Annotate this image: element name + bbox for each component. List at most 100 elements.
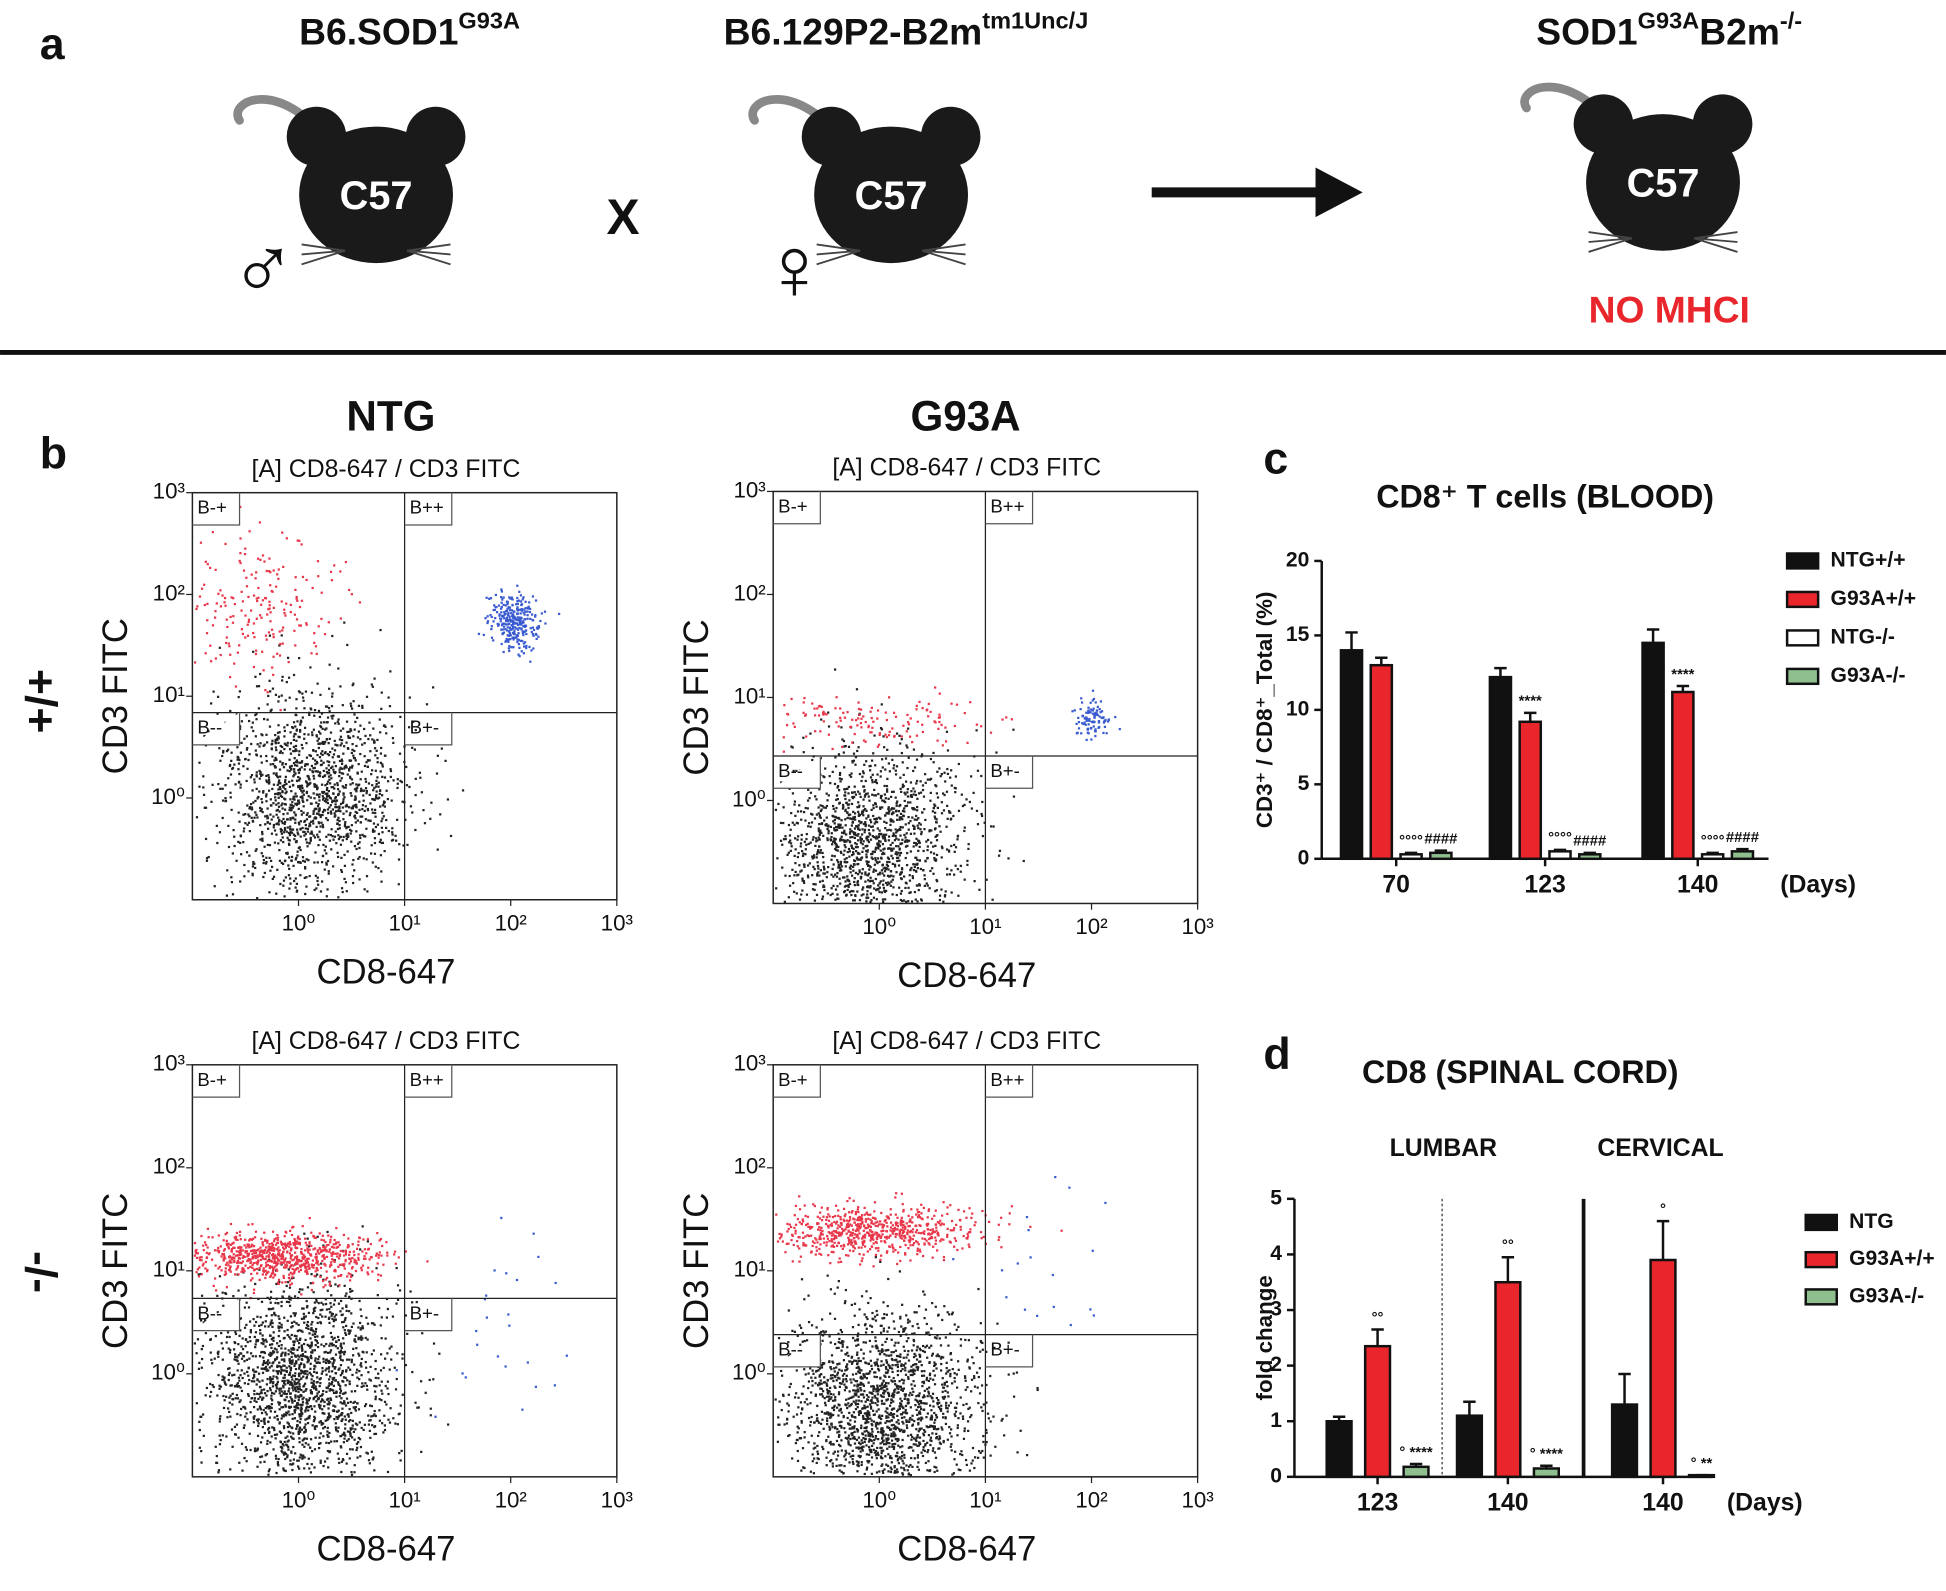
event-dot (812, 866, 814, 868)
event-dot (275, 1390, 277, 1392)
event-dot (462, 789, 464, 791)
event-dot (294, 644, 296, 646)
event-dot (869, 819, 871, 821)
event-dot (826, 799, 828, 801)
event-dot (281, 1352, 283, 1354)
event-dot (267, 1474, 269, 1476)
event-dot (373, 1349, 375, 1351)
event-dot (871, 856, 873, 858)
event-dot (396, 819, 398, 821)
event-dot (310, 652, 312, 654)
event-dot (342, 1326, 344, 1328)
event-dot (916, 798, 918, 800)
event-dot (348, 737, 350, 739)
event-dot (343, 745, 345, 747)
event-dot (360, 778, 362, 780)
event-dot (295, 841, 297, 843)
event-dot (271, 833, 273, 835)
event-dot (294, 1417, 296, 1419)
event-dot (899, 819, 901, 821)
event-dot (867, 792, 869, 794)
event-dot (900, 877, 902, 879)
event-dot (238, 644, 240, 646)
event-dot (1090, 727, 1092, 729)
event-dot (269, 726, 271, 728)
event-dot (957, 868, 959, 870)
event-dot (282, 1443, 284, 1445)
event-dot (873, 794, 875, 796)
event-dot (816, 853, 818, 855)
event-dot (222, 817, 224, 819)
event-dot (316, 813, 318, 815)
event-dot (293, 798, 295, 800)
event-dot (868, 829, 870, 831)
event-dot (320, 721, 322, 723)
event-dot (239, 690, 241, 692)
event-dot (976, 810, 978, 812)
event-dot (501, 590, 503, 592)
event-dot (364, 755, 366, 757)
event-dot (278, 1370, 280, 1372)
event-dot (342, 1370, 344, 1372)
event-dot (307, 775, 309, 777)
event-dot (929, 870, 931, 872)
event-dot (899, 873, 901, 875)
event-dot (284, 827, 286, 829)
event-dot (806, 894, 808, 896)
event-dot (881, 799, 883, 801)
event-dot (395, 1302, 397, 1304)
event-dot (239, 562, 241, 564)
event-dot (943, 772, 945, 774)
event-dot (892, 875, 894, 877)
event-dot (908, 822, 910, 824)
event-dot (214, 885, 216, 887)
event-dot (227, 777, 229, 779)
event-dot (832, 805, 834, 807)
event-dot (347, 1402, 349, 1404)
event-dot (890, 818, 892, 820)
event-dot (224, 797, 226, 799)
event-dot (310, 796, 312, 798)
event-dot (275, 1385, 277, 1387)
event-dot (1080, 697, 1082, 699)
event-dot (387, 1393, 389, 1395)
event-dot (844, 840, 846, 842)
event-dot (837, 898, 839, 900)
event-dot (301, 766, 303, 768)
event-dot (315, 875, 317, 877)
event-dot (243, 1355, 245, 1357)
event-dot (384, 1401, 386, 1403)
event-dot (880, 770, 882, 772)
event-dot (887, 847, 889, 849)
event-dot (277, 1418, 279, 1420)
event-dot (335, 800, 337, 802)
event-dot (837, 846, 839, 848)
event-dot (789, 834, 791, 836)
event-dot (325, 1303, 327, 1305)
event-dot (918, 701, 920, 703)
event-dot (385, 819, 387, 821)
event-dot (332, 839, 334, 841)
event-dot (244, 822, 246, 824)
event-dot (385, 1337, 387, 1339)
event-dot (243, 1372, 245, 1374)
event-dot (1078, 727, 1080, 729)
event-dot (847, 889, 849, 891)
event-dot (823, 868, 825, 870)
event-dot (521, 640, 523, 642)
event-dot (260, 775, 262, 777)
event-dot (896, 894, 898, 896)
event-dot (843, 831, 845, 833)
event-dot (936, 839, 938, 841)
event-dot (938, 825, 940, 827)
event-dot (252, 730, 254, 732)
event-dot (872, 752, 874, 754)
event-dot (793, 891, 795, 893)
event-dot (240, 752, 242, 754)
y-tick-label: 10¹ (733, 683, 765, 708)
event-dot (874, 781, 876, 783)
event-dot (794, 800, 796, 802)
event-dot (313, 715, 315, 717)
event-dot (898, 864, 900, 866)
event-dot (250, 1329, 252, 1331)
